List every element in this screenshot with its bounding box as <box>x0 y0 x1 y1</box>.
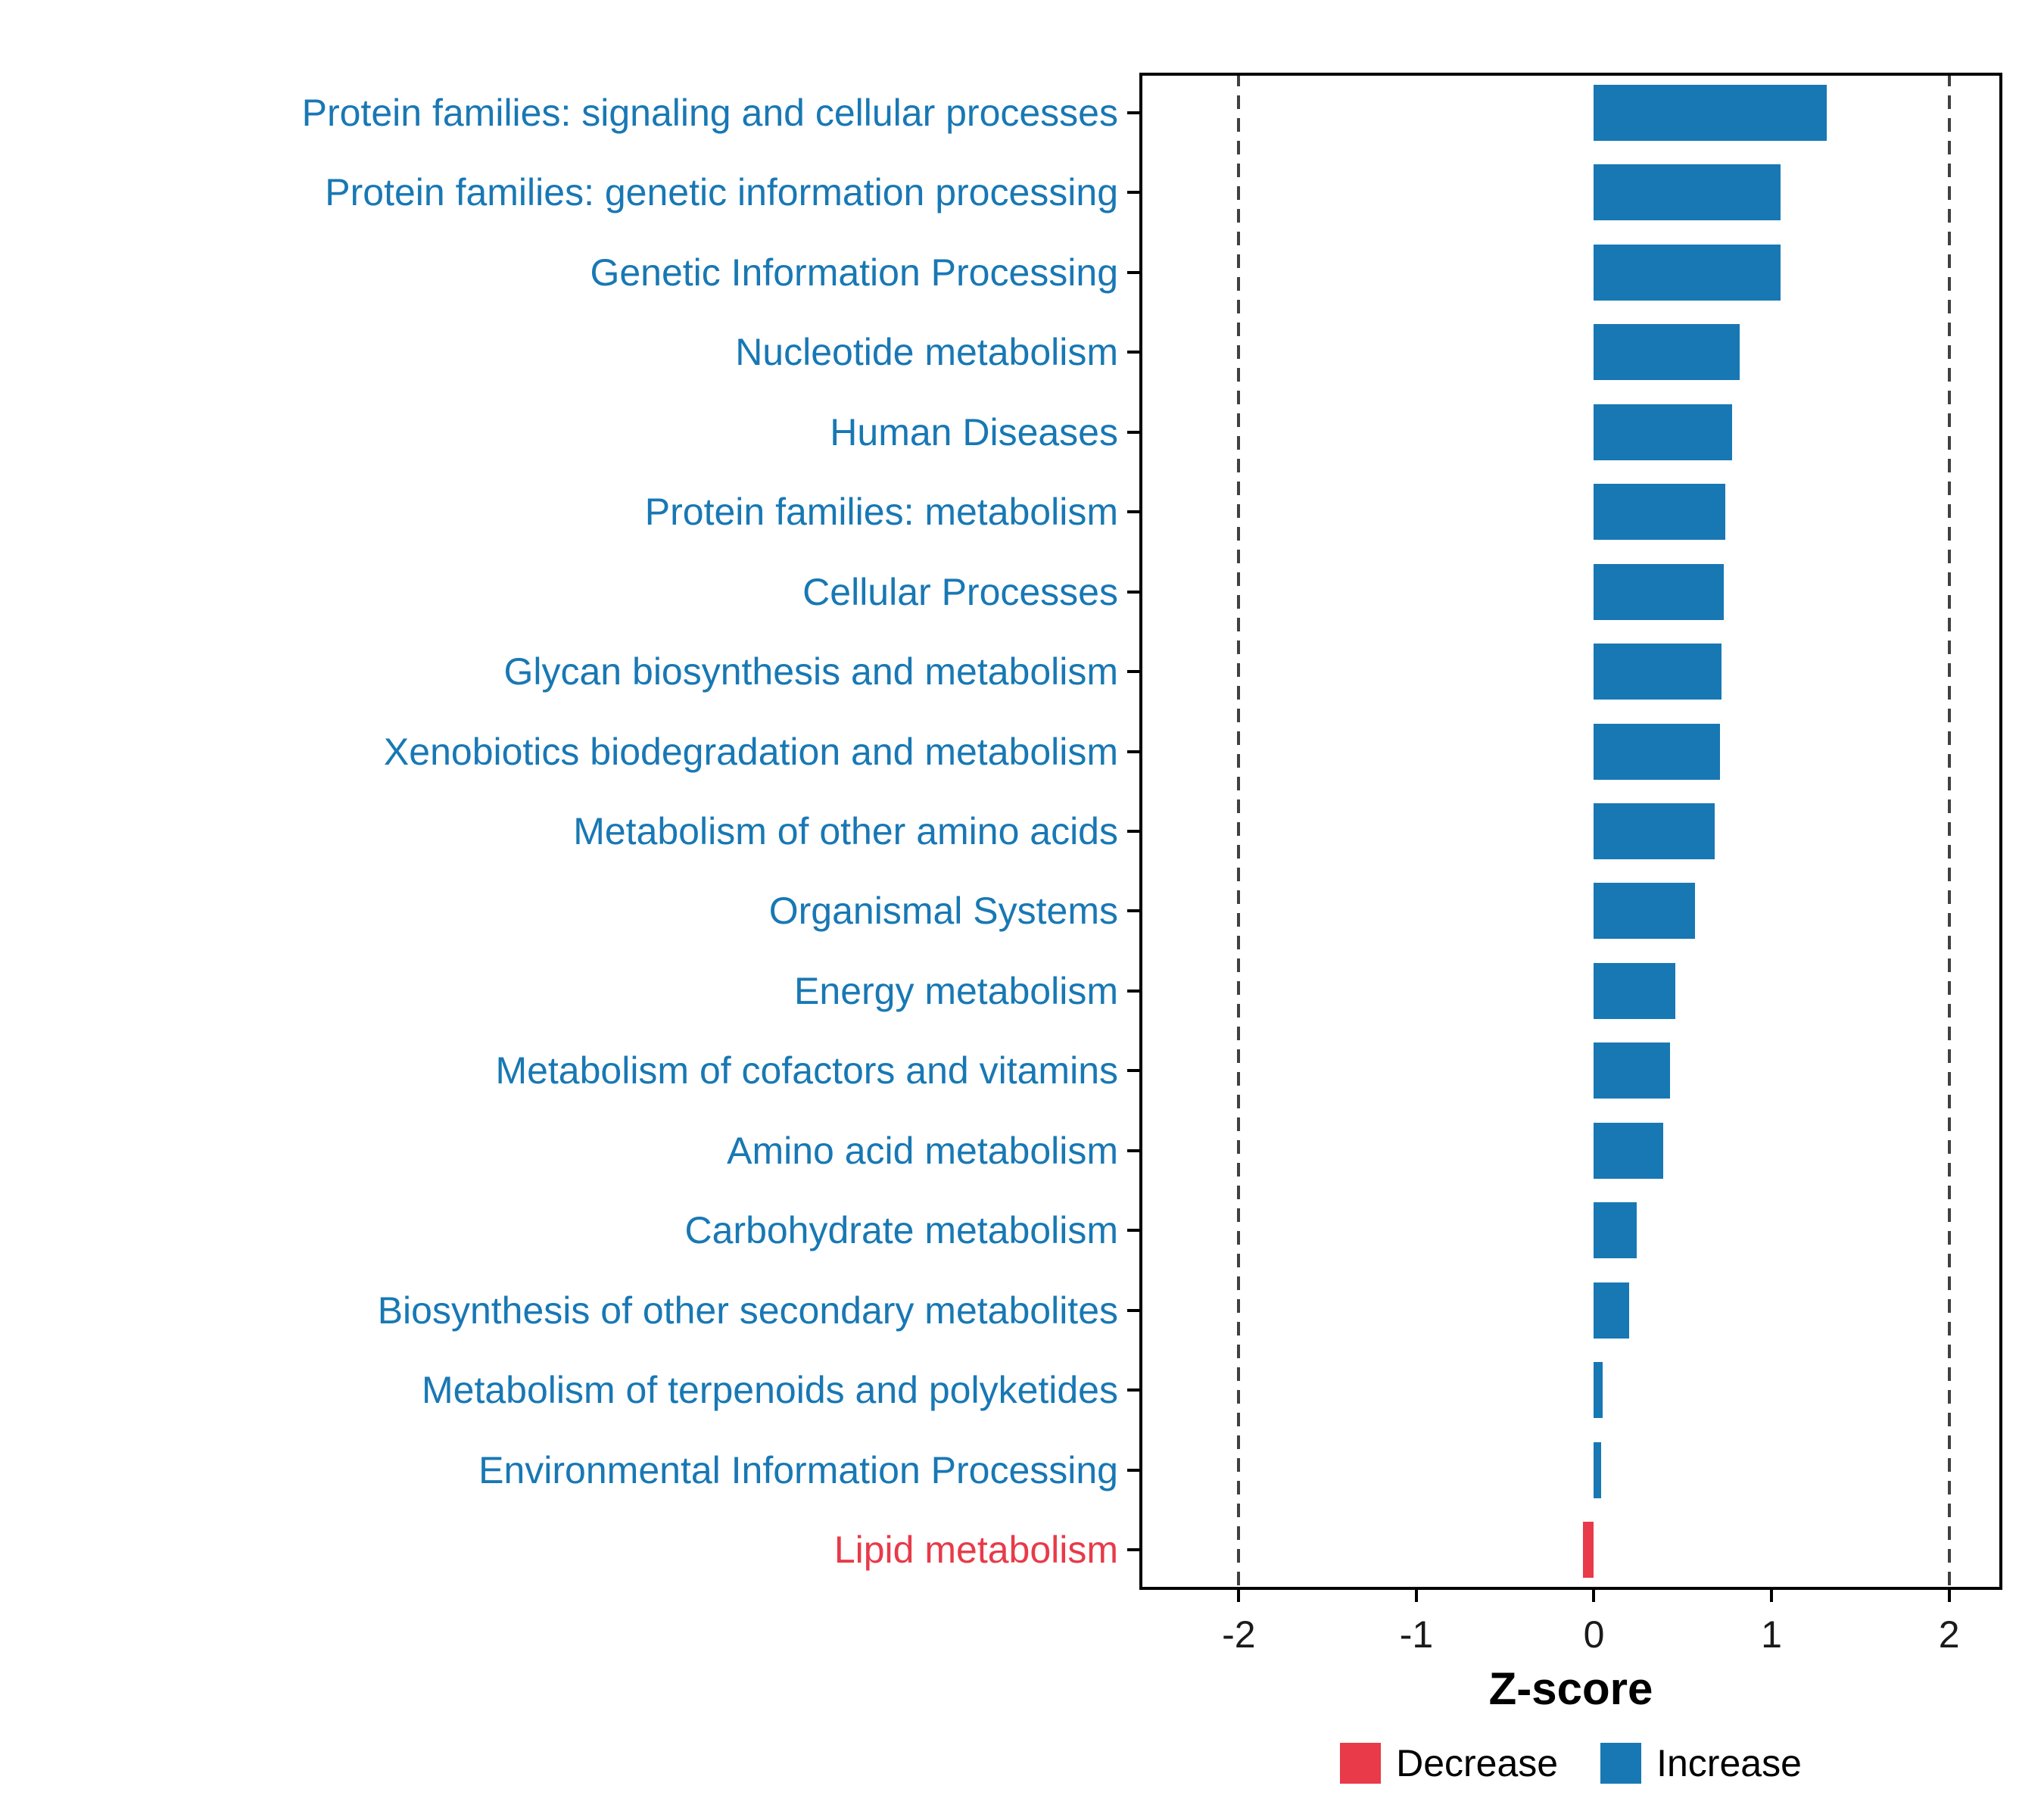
category-label: Organismal Systems <box>768 890 1118 932</box>
y-axis-tick <box>1127 510 1139 513</box>
category-label: Biosynthesis of other secondary metaboli… <box>377 1289 1118 1332</box>
y-axis-tick <box>1127 591 1139 594</box>
bar <box>1594 484 1726 540</box>
bar <box>1594 1442 1601 1498</box>
legend-swatch-increase <box>1600 1743 1642 1784</box>
y-axis-tick <box>1127 1149 1139 1152</box>
category-label: Glycan biosynthesis and metabolism <box>503 650 1119 693</box>
y-axis-tick <box>1127 271 1139 274</box>
y-axis-tick <box>1127 1548 1139 1551</box>
y-axis-tick <box>1127 909 1139 912</box>
y-axis-tick <box>1127 191 1139 194</box>
category-label: Amino acid metabolism <box>727 1130 1118 1172</box>
bar <box>1594 85 1827 141</box>
category-label: Metabolism of terpenoids and polyketides <box>422 1369 1118 1411</box>
y-axis-tick <box>1127 830 1139 833</box>
category-label: Protein families: genetic information pr… <box>325 171 1118 213</box>
legend-item-decrease: Decrease <box>1340 1741 1558 1785</box>
bar <box>1594 644 1722 700</box>
bar <box>1594 1202 1637 1258</box>
y-axis-tick <box>1127 670 1139 673</box>
bar <box>1594 324 1740 380</box>
bar <box>1594 724 1721 780</box>
x-tick-label: -1 <box>1399 1613 1434 1656</box>
y-axis-tick <box>1127 431 1139 434</box>
bar <box>1594 883 1696 939</box>
y-axis-tick <box>1127 111 1139 114</box>
category-label: Human Diseases <box>830 411 1118 453</box>
bar <box>1583 1522 1594 1578</box>
bar <box>1594 963 1676 1019</box>
category-label: Carbohydrate metabolism <box>684 1209 1119 1251</box>
x-tick-label: 1 <box>1761 1613 1782 1656</box>
y-axis-tick <box>1127 351 1139 354</box>
x-tick-label: -2 <box>1222 1613 1256 1656</box>
category-label: Lipid metabolism <box>833 1529 1118 1571</box>
x-axis-tick <box>1237 1590 1240 1602</box>
plot-panel-border <box>1139 73 2002 1590</box>
category-label: Environmental Information Processing <box>478 1449 1118 1491</box>
x-tick-label: 0 <box>1583 1613 1605 1656</box>
bar <box>1594 564 1724 620</box>
x-axis-tick <box>1948 1590 1951 1602</box>
y-axis-tick <box>1127 1469 1139 1472</box>
x-axis-title: Z-score <box>1488 1663 1653 1714</box>
bar <box>1594 404 1733 460</box>
y-axis-tick <box>1127 750 1139 753</box>
category-label: Protein families: metabolism <box>644 491 1118 533</box>
category-label: Xenobiotics biodegradation and metabolis… <box>383 731 1118 773</box>
x-axis-tick <box>1592 1590 1595 1602</box>
y-axis-tick <box>1127 1069 1139 1072</box>
legend-label-decrease: Decrease <box>1396 1742 1559 1784</box>
y-axis-tick <box>1127 1229 1139 1232</box>
reference-line <box>1237 73 1241 1590</box>
y-axis-tick <box>1127 1309 1139 1312</box>
bar <box>1594 1282 1630 1339</box>
bar <box>1594 1362 1603 1418</box>
bar <box>1594 1043 1671 1099</box>
y-axis-tick <box>1127 1388 1139 1392</box>
bar <box>1594 164 1781 220</box>
category-label: Nucleotide metabolism <box>735 331 1118 373</box>
y-axis-tick <box>1127 990 1139 993</box>
reference-line <box>1947 73 1951 1590</box>
bar <box>1594 1123 1663 1179</box>
bar <box>1594 803 1715 859</box>
x-axis-tick <box>1770 1590 1773 1602</box>
category-label: Cellular Processes <box>802 571 1118 613</box>
legend-item-increase: Increase <box>1600 1741 1802 1785</box>
legend-label-increase: Increase <box>1656 1742 1802 1784</box>
x-axis-tick <box>1415 1590 1418 1602</box>
category-label: Energy metabolism <box>794 970 1118 1012</box>
bar <box>1594 245 1781 301</box>
legend: Decrease Increase <box>1139 1741 2002 1785</box>
legend-swatch-decrease <box>1340 1743 1382 1784</box>
category-label: Metabolism of cofactors and vitamins <box>495 1049 1118 1092</box>
category-label: Protein families: signaling and cellular… <box>301 92 1118 134</box>
category-label: Metabolism of other amino acids <box>573 810 1118 852</box>
category-label: Genetic Information Processing <box>590 251 1118 294</box>
x-tick-label: 2 <box>1938 1613 1960 1656</box>
